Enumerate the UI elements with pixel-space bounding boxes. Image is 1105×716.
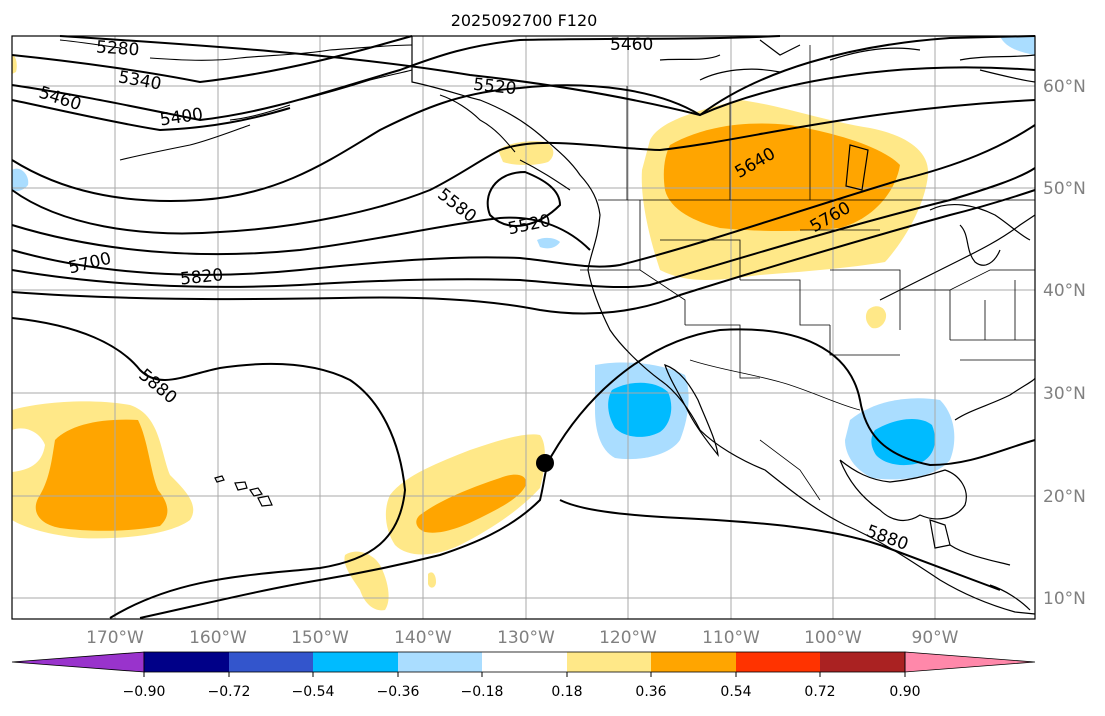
anomaly-cool-pac-nw: [537, 237, 560, 249]
colorbar-extend-high: [904, 651, 1036, 673]
colorbar: −0.90 −0.72 −0.54 −0.36 −0.18 0.18 0.36 …: [11, 651, 1036, 700]
map-panel: 5280 5340 5400 5460 5460 5520 5520 5580 …: [11, 35, 1036, 620]
lat-tick-labels: 60°N 50°N 40°N 30°N 20°N 10°N: [1043, 77, 1086, 609]
colorbar-extend-low: [11, 651, 145, 673]
colorbar-tick-label: −0.90: [123, 684, 166, 700]
hawaiian-islands: [214, 475, 273, 507]
anomaly-cool-aleutian: [12, 168, 29, 192]
colorbar-swatch: [229, 652, 313, 672]
anomaly-warm-west-pacific: [12, 401, 194, 539]
colorbar-swatch: [651, 652, 736, 672]
political-boundaries: [580, 45, 1035, 501]
lon-tick-label: 90°W: [912, 628, 959, 648]
colorbar-tick-label: 0.72: [804, 684, 835, 700]
colorbar-tick-label: −0.54: [292, 684, 335, 700]
lon-tick-label: 150°W: [291, 628, 349, 648]
colorbar-tick-label: −0.72: [208, 684, 251, 700]
lon-tick-label: 120°W: [599, 628, 657, 648]
lat-tick-label: 10°N: [1043, 589, 1086, 609]
lon-tick-label: 140°W: [394, 628, 452, 648]
colorbar-tick-label: 0.54: [720, 684, 751, 700]
lat-tick-label: 30°N: [1043, 384, 1086, 404]
lat-tick-label: 50°N: [1043, 179, 1086, 199]
anomaly-warm-north-america: [641, 100, 929, 280]
anomaly-warm-central-pacific: [344, 434, 545, 611]
colorbar-swatch: [313, 652, 398, 672]
colorbar-tick-label: −0.18: [461, 684, 504, 700]
colorbar-tick-label: 0.36: [635, 684, 666, 700]
lon-tick-label: 160°W: [189, 628, 247, 648]
lat-lon-grid: [12, 36, 1035, 619]
colorbar-tick-label: 0.18: [551, 684, 582, 700]
colorbar-swatch: [398, 652, 482, 672]
anomaly-cool-gulf: [845, 398, 955, 480]
anomaly-warm-arctic: [12, 55, 17, 74]
lon-tick-label: 130°W: [497, 628, 555, 648]
colorbar-swatch: [144, 652, 229, 672]
lon-tick-label: 100°W: [804, 628, 862, 648]
location-marker: [536, 454, 554, 472]
colorbar-swatch: [736, 652, 820, 672]
map-frame: [11, 35, 1036, 620]
height-contours: [11, 35, 1036, 619]
anomaly-cool-baja: [595, 362, 689, 460]
lat-tick-label: 40°N: [1043, 281, 1086, 301]
contour-label: 5520: [472, 75, 517, 99]
colorbar-tick-label: 0.90: [889, 684, 920, 700]
colorbar-frame: [143, 651, 906, 673]
lon-tick-label: 110°W: [702, 628, 760, 648]
lon-tick-labels: 170°W 160°W 150°W 140°W 130°W 120°W 110°…: [86, 628, 959, 648]
colorbar-swatch: [567, 652, 651, 672]
anomaly-warm-central-us: [865, 306, 887, 329]
coastlines: [411, 36, 1036, 615]
colorbar-swatch: [820, 652, 905, 672]
figure-title: 2025092700 F120: [451, 11, 598, 30]
contour-label: 5460: [610, 35, 653, 55]
colorbar-swatch: [482, 652, 567, 672]
anomaly-cool-arctic: [1000, 36, 1035, 55]
lat-tick-label: 60°N: [1043, 77, 1086, 97]
contour-label: 5820: [179, 265, 224, 289]
contour-label: 5280: [95, 37, 140, 60]
colorbar-tick-label: −0.36: [377, 684, 420, 700]
lon-tick-label: 170°W: [86, 628, 144, 648]
lat-tick-label: 20°N: [1043, 487, 1086, 507]
